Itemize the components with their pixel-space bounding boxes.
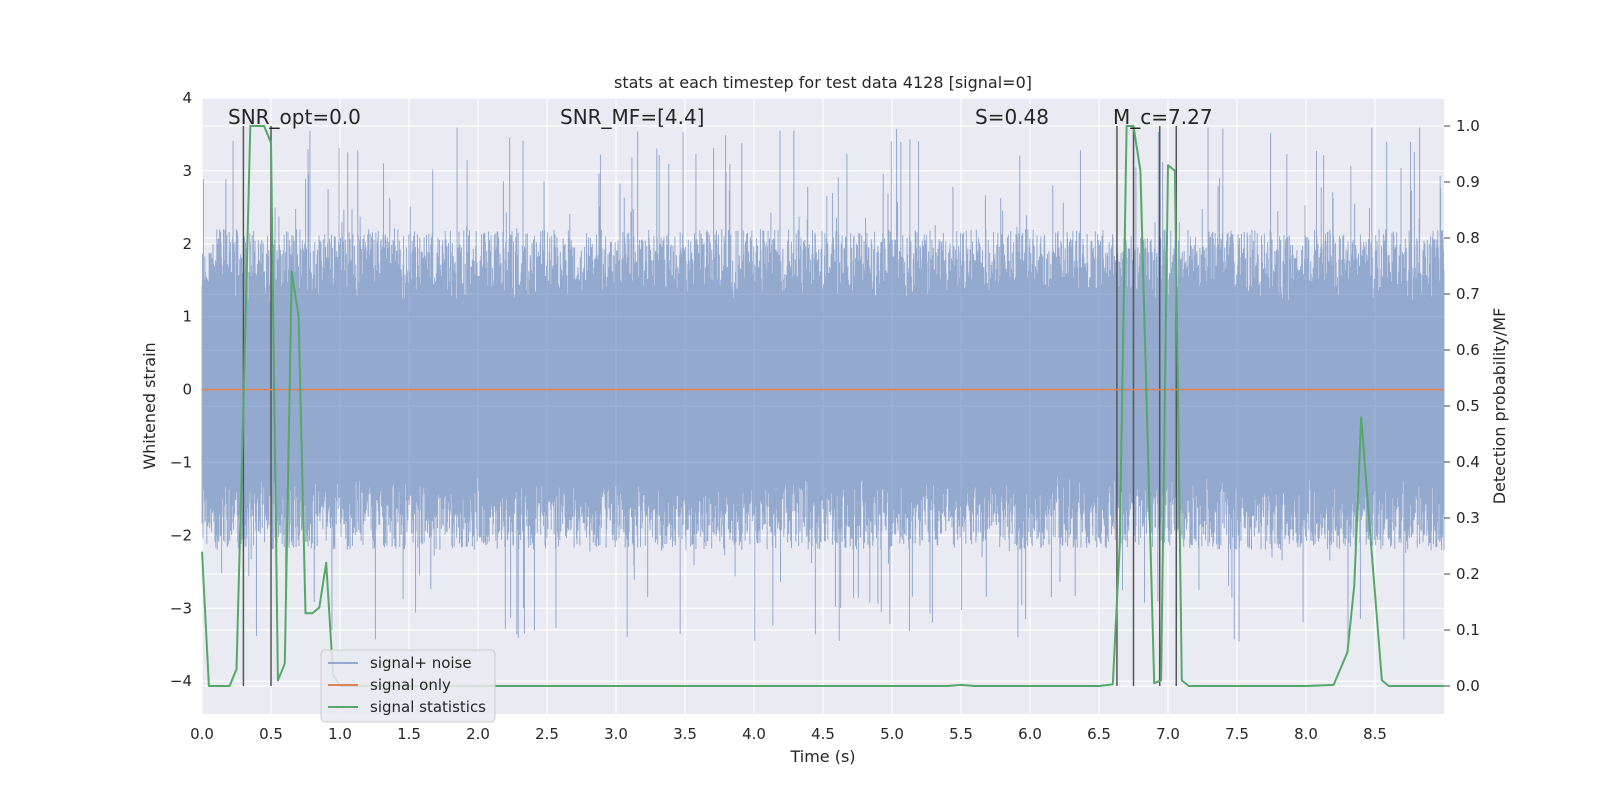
y-tick-label: 3 <box>182 162 192 180</box>
y2-tick-label: 0.2 <box>1456 565 1480 583</box>
y2-tick-label: 0.3 <box>1456 509 1480 527</box>
y-axis-label: Whitened strain <box>140 342 159 469</box>
x-tick-label: 1.5 <box>397 725 421 743</box>
x-tick-label: 0.0 <box>190 725 214 743</box>
y2-tick-label: 0.5 <box>1456 397 1480 415</box>
x-tick-label: 7.0 <box>1156 725 1180 743</box>
y2-tick-label: 0.0 <box>1456 677 1480 695</box>
y2-tick-label: 0.4 <box>1456 453 1480 471</box>
y-tick-labels: 4 3 2 1 0 −1 −2 −3 −4 <box>170 89 192 690</box>
annotation-snr-opt: SNR_opt=0.0 <box>228 105 361 129</box>
annotation-snr-mf: SNR_MF=[4.4] <box>560 105 704 129</box>
y2-tick-label: 1.0 <box>1456 117 1480 135</box>
x-tick-label: 6.5 <box>1087 725 1111 743</box>
legend-box <box>320 649 496 723</box>
x-tick-label: 6.0 <box>1018 725 1042 743</box>
x-tick-label: 8.0 <box>1294 725 1318 743</box>
y-tick-label: 2 <box>182 235 192 253</box>
x-tick-label: 8.5 <box>1363 725 1387 743</box>
y2-axis-label: Detection probability/MF <box>1490 308 1509 505</box>
x-tick-labels: 0.0 0.5 1.0 1.5 2.0 2.5 3.0 3.5 4.0 4.5 5.0 5.5 6.0 6… <box>190 725 1387 743</box>
y-tick-label: 1 <box>182 308 192 326</box>
chart-title: stats at each timestep for test data 412… <box>614 73 1032 92</box>
x-tick-label: 5.0 <box>880 725 904 743</box>
annotation-s-stat: S=0.48 <box>975 105 1049 129</box>
x-tick-label: 1.0 <box>328 725 352 743</box>
annotation-mc: M_c=7.27 <box>1113 105 1213 129</box>
y2-tick-labels: 1.0 0.9 0.8 0.7 0.6 0.5 0.4 0.3 0.2 0.1 0.0 <box>1444 117 1480 695</box>
y2-tick-label: 0.7 <box>1456 285 1480 303</box>
y-tick-label: −3 <box>170 599 192 617</box>
y-tick-label: 4 <box>182 89 192 107</box>
x-axis-label: Time (s) <box>789 747 855 766</box>
y2-tick-label: 0.8 <box>1456 229 1480 247</box>
y2-tick-label: 0.6 <box>1456 341 1480 359</box>
legend-label-signal-statistics: signal statistics <box>370 698 486 716</box>
x-tick-label: 7.5 <box>1225 725 1249 743</box>
signal-statistics-line <box>201 125 1444 687</box>
signal-statistics-series <box>201 125 1444 687</box>
x-tick-label: 4.0 <box>742 725 766 743</box>
y2-tick-label: 0.9 <box>1456 173 1480 191</box>
legend-label-signal-noise: signal+ noise <box>370 654 472 672</box>
x-tick-label: 5.5 <box>949 725 973 743</box>
x-tick-label: 2.0 <box>466 725 490 743</box>
x-tick-label: 0.5 <box>259 725 283 743</box>
x-tick-label: 3.0 <box>604 725 628 743</box>
y-tick-label: −1 <box>170 453 192 471</box>
x-tick-label: 2.5 <box>535 725 559 743</box>
y-tick-label: −2 <box>170 526 192 544</box>
x-tick-label: 3.5 <box>673 725 697 743</box>
x-tick-label: 4.5 <box>811 725 835 743</box>
legend-label-signal-only: signal only <box>370 676 451 694</box>
legend: signal+ noise signal only signal statist… <box>320 649 496 723</box>
y-tick-label: 0 <box>182 381 192 399</box>
y-tick-label: −4 <box>170 672 192 690</box>
y2-tick-label: 0.1 <box>1456 621 1480 639</box>
